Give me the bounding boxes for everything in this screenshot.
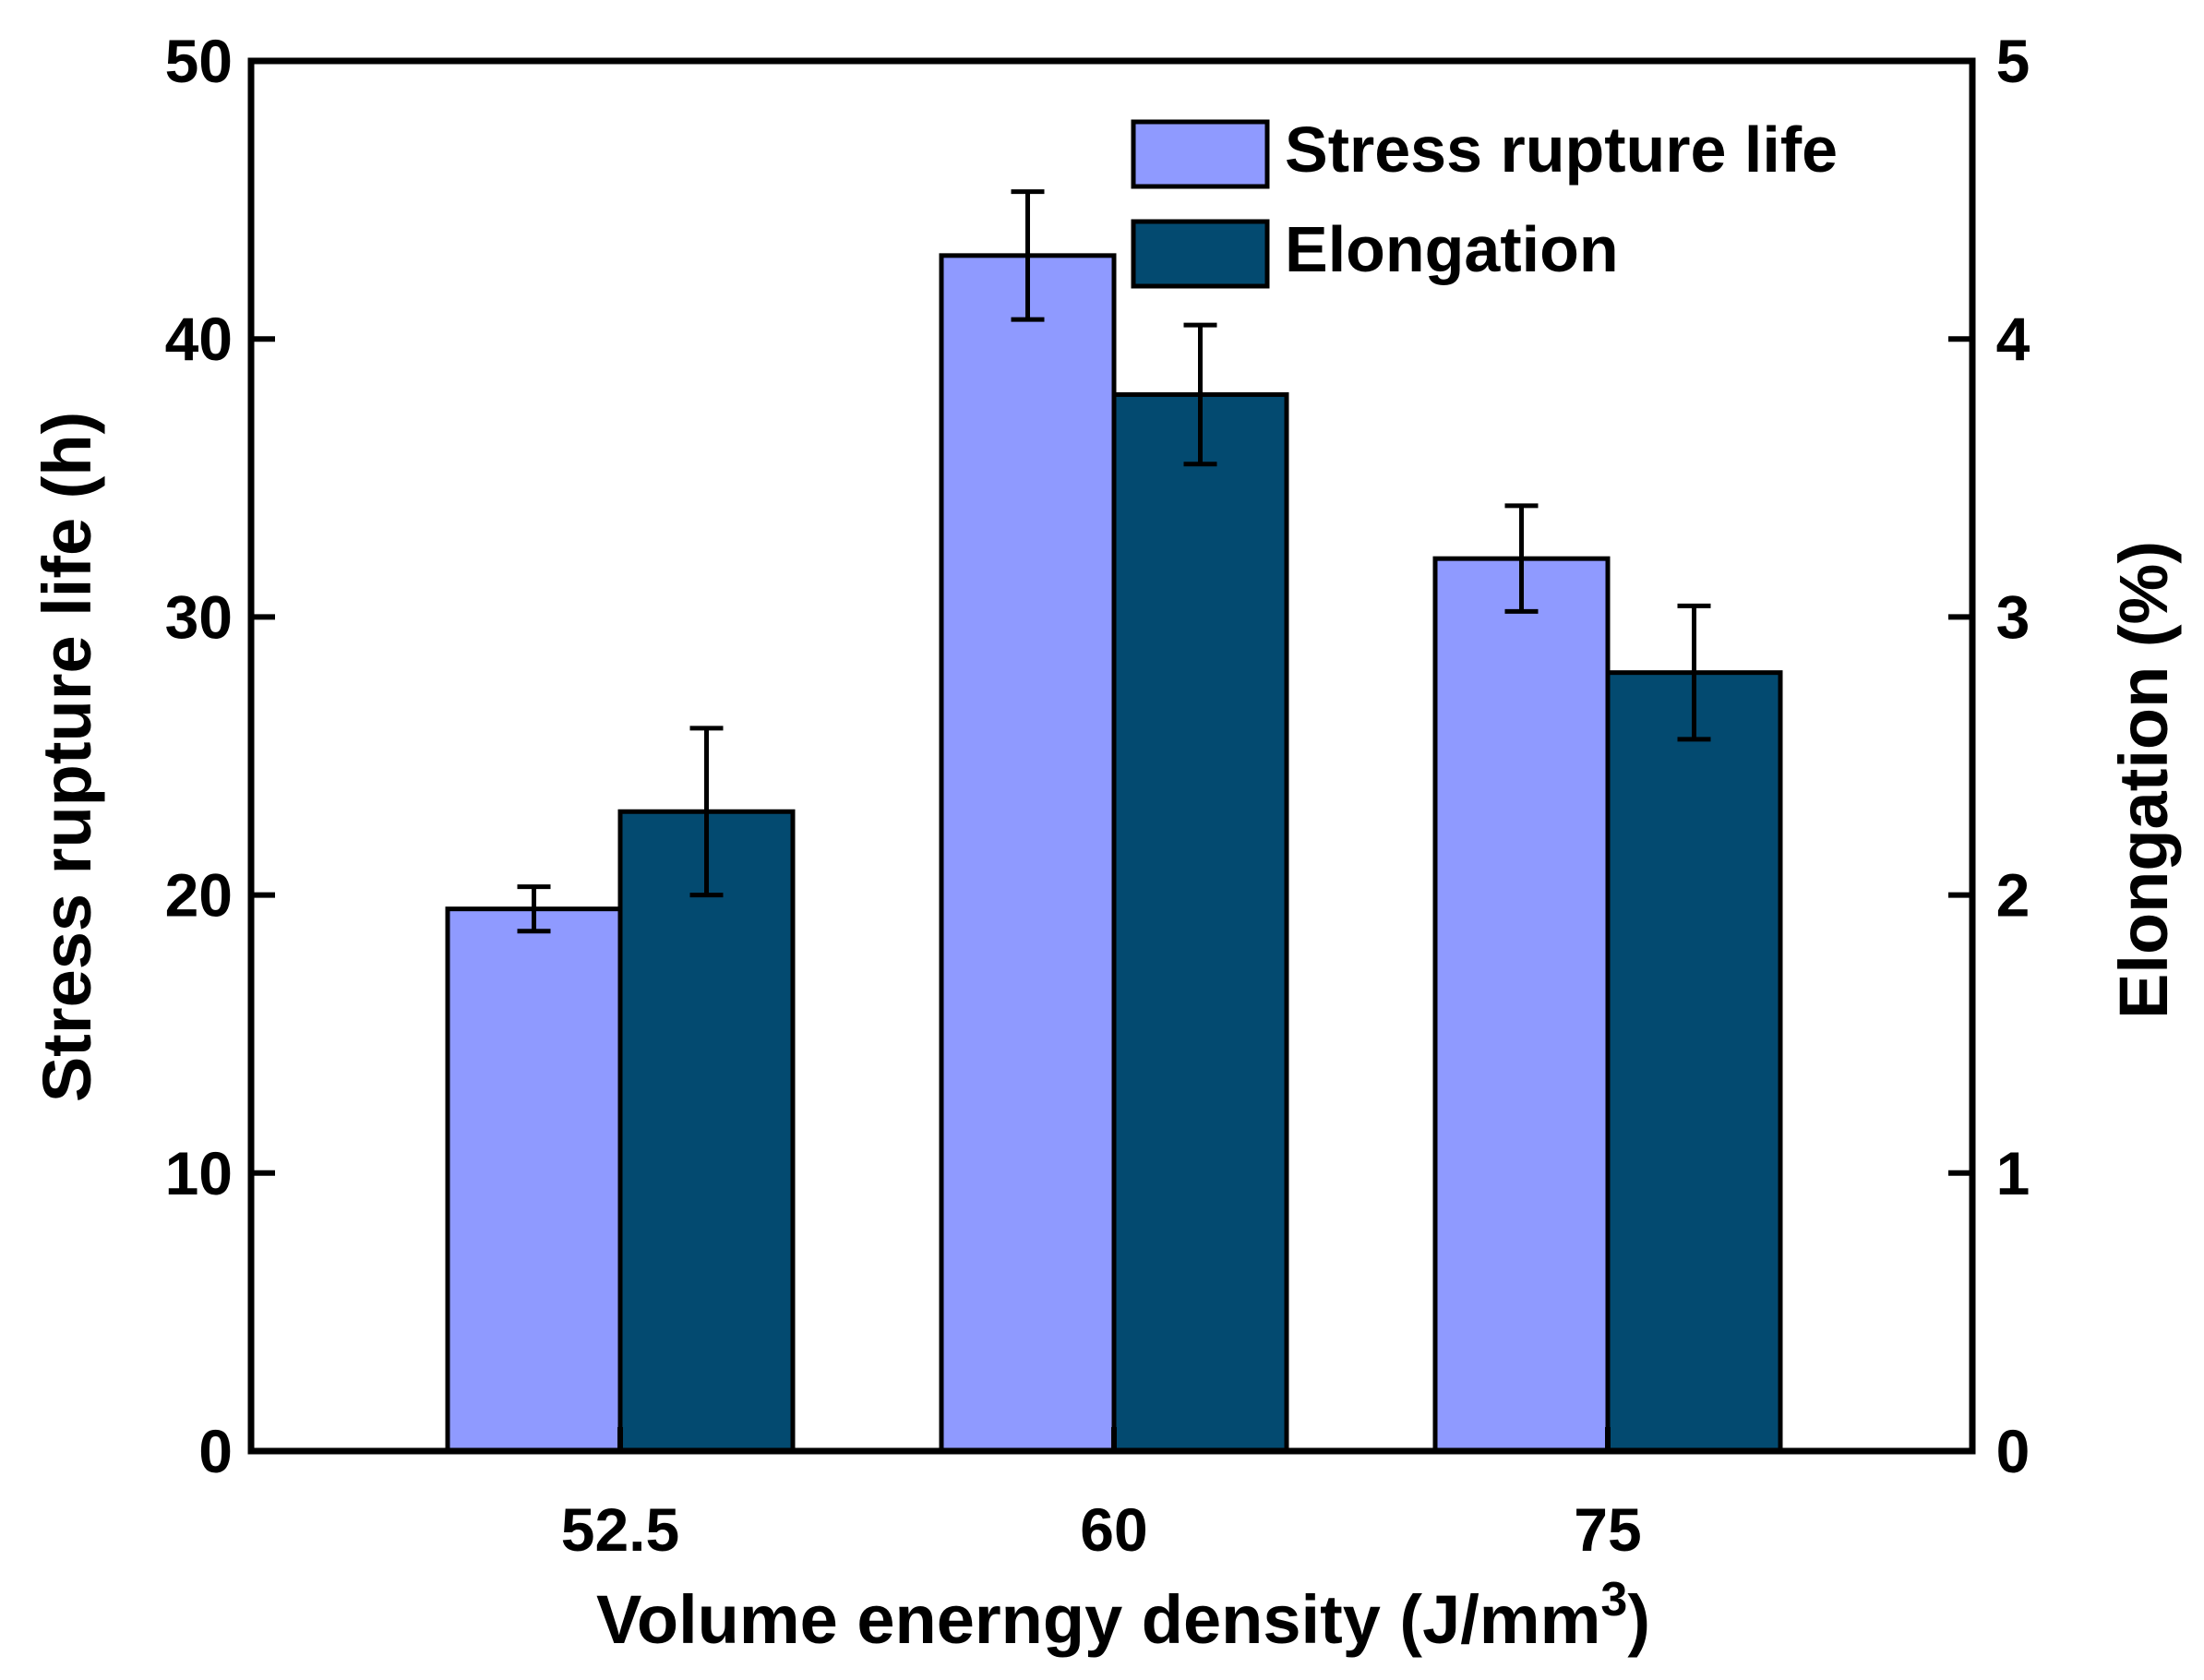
bar-stress-rupture-life-52-5 — [445, 906, 623, 1454]
y-axis-left-title: Stress rupture life (h) — [29, 412, 105, 1102]
y-right-tick-label: 3 — [1996, 582, 2030, 651]
legend-label-stress-rupture-life: Stress rupture life — [1285, 114, 1838, 186]
x-tick-label: 60 — [1080, 1495, 1147, 1564]
error-bar-stress-rupture-life-52-5 — [517, 884, 551, 934]
x-axis-title-superscript: 3 — [1600, 1573, 1627, 1626]
y-left-tick-label: 10 — [165, 1139, 233, 1207]
y-left-tick-label: 40 — [165, 305, 233, 373]
y-left-tick-label: 20 — [165, 861, 233, 930]
x-axis-title-main: Volume enerngy density (J/mm — [596, 1581, 1600, 1658]
bar-elongation-60 — [1111, 391, 1289, 1454]
y-right-tick-label: 2 — [1996, 861, 2030, 930]
legend: Stress rupture life Elongation — [1131, 114, 1838, 289]
bar-elongation-52-5 — [617, 809, 796, 1454]
error-bar-elongation-52-5 — [689, 726, 724, 898]
legend-swatch-stress-rupture-life — [1131, 119, 1270, 189]
bar-stress-rupture-life-60 — [939, 253, 1117, 1454]
x-tick-label: 75 — [1574, 1495, 1641, 1564]
legend-swatch-elongation — [1131, 219, 1270, 289]
error-bars-layer — [517, 189, 1711, 934]
x-axis-title-close: ) — [1627, 1581, 1650, 1658]
legend-label-elongation: Elongation — [1285, 213, 1619, 285]
y-right-tick-label: 1 — [1996, 1139, 2030, 1207]
y-left-tick-label: 30 — [165, 582, 233, 651]
axes-layer: 0 10 20 30 40 50 0 1 2 3 4 5 52.5 60 75 — [165, 27, 2030, 1564]
error-bar-elongation-75 — [1677, 603, 1711, 742]
error-bar-stress-rupture-life-75 — [1504, 503, 1539, 614]
y-right-tick-label: 4 — [1996, 305, 2030, 373]
y-right-tick-label: 0 — [1996, 1417, 2030, 1485]
bar-stress-rupture-life-75 — [1432, 556, 1611, 1454]
x-tick-label: 52.5 — [561, 1495, 679, 1564]
y-axis-right-title: Elongation (%) — [2105, 541, 2182, 1019]
y-left-tick-label: 50 — [165, 27, 233, 95]
error-bar-elongation-60 — [1183, 322, 1217, 467]
bars-layer — [445, 253, 1783, 1454]
bar-elongation-75 — [1605, 670, 1783, 1454]
error-bar-stress-rupture-life-60 — [1011, 189, 1045, 322]
y-right-tick-label: 5 — [1996, 27, 2030, 95]
x-axis-title: Volume enerngy density (J/mm3) — [596, 1573, 1650, 1658]
y-left-tick-label: 0 — [198, 1417, 233, 1485]
